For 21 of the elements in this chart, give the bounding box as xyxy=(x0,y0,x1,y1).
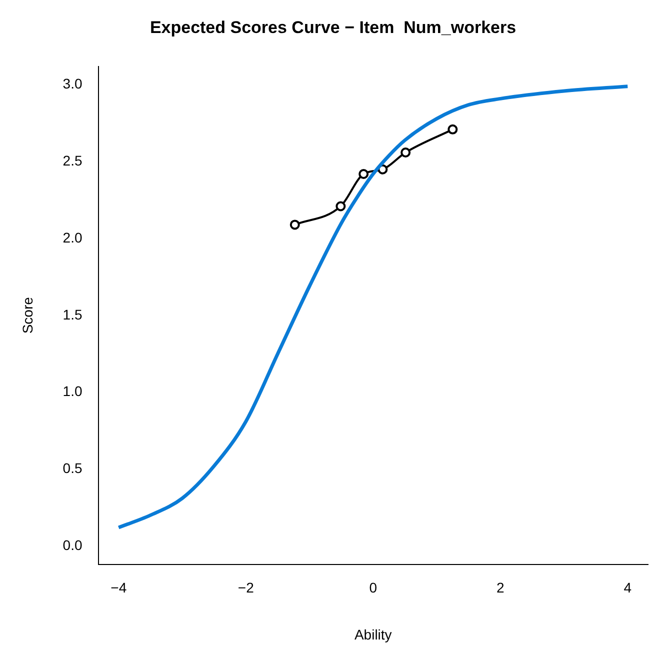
point xyxy=(400,147,411,158)
chart-title: Expected Scores Curve − Item Num_workers xyxy=(150,18,516,37)
y-tick-label: 3.0 xyxy=(62,76,82,92)
x-tick-label: −4 xyxy=(110,580,127,596)
y-tick-label: 0.5 xyxy=(62,460,82,476)
x-tick-label: −2 xyxy=(238,580,254,596)
point xyxy=(358,168,369,179)
point xyxy=(336,201,346,212)
point xyxy=(448,124,458,134)
y-tick-label: 0.0 xyxy=(62,536,82,553)
y-tick-label: 1.5 xyxy=(62,306,82,322)
x-tick-label: 0 xyxy=(369,580,378,596)
y-tick-label: 1.0 xyxy=(62,383,82,400)
y-axis-title: Score xyxy=(19,296,36,334)
x-tick-label: 2 xyxy=(496,580,504,596)
x-axis-title: Ability xyxy=(354,626,392,642)
x-tick-label: 4 xyxy=(624,580,632,596)
point xyxy=(290,220,300,230)
line-series xyxy=(116,84,630,530)
y-tick-label: 2.5 xyxy=(62,152,82,169)
y-tick-label: 2.0 xyxy=(62,229,82,246)
